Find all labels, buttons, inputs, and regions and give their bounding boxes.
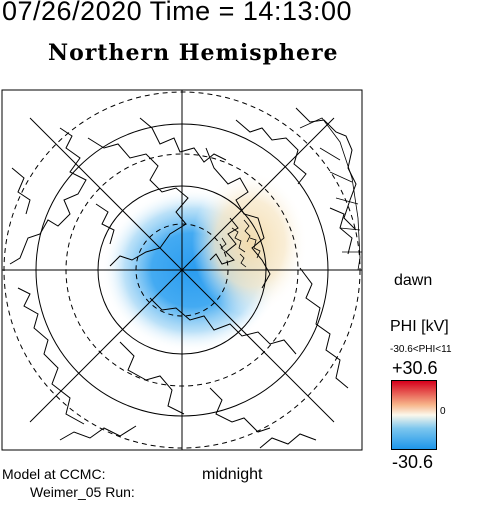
colorbar-min-label: -30.6	[392, 452, 434, 472]
coastline-detail	[220, 219, 261, 268]
polar-map	[1, 89, 363, 451]
colorbar-title: PHI [kV]	[390, 318, 449, 335]
model-label: Model at CCMC:	[2, 466, 106, 482]
colorbar-max-label: +30.6	[392, 358, 438, 378]
midnight-label: midnight	[202, 466, 263, 483]
outer-grid-sector	[299, 117, 362, 271]
hemisphere-title: Northern Hemisphere	[48, 40, 339, 66]
run-label: Weimer_05 Run:	[30, 484, 135, 500]
date-time-title: 07/26/2020 Time = 14:13:00	[2, 0, 353, 26]
colorbar	[391, 380, 437, 450]
colorbar-range: -30.6<PHI<11	[390, 344, 452, 355]
dawn-label: dawn	[394, 272, 433, 289]
colorbar-mid-label: 0	[440, 406, 446, 417]
meridian-diag-2	[29, 117, 335, 423]
